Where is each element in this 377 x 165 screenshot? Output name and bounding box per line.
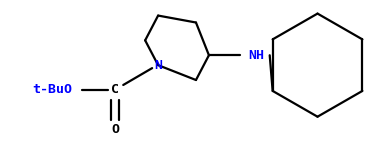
Text: N: N	[154, 59, 162, 72]
Text: O: O	[111, 123, 119, 136]
Text: t-BuO: t-BuO	[32, 83, 72, 96]
Text: NH: NH	[248, 49, 264, 62]
Text: C: C	[111, 83, 119, 96]
